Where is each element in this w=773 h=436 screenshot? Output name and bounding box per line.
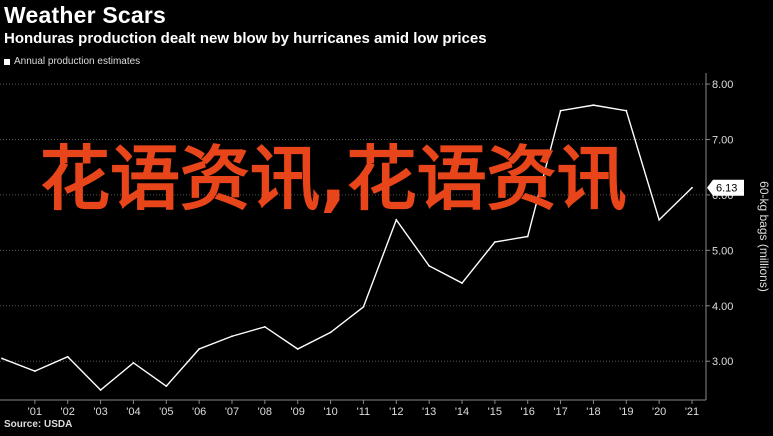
chart-subtitle: Honduras production dealt new blow by hu… xyxy=(4,30,487,47)
y-tick-label: 8.00 xyxy=(712,79,733,91)
x-tick-label: '10 xyxy=(323,406,337,418)
chart-title: Weather Scars xyxy=(4,2,166,28)
data-point xyxy=(625,109,628,112)
data-point xyxy=(691,186,693,189)
data-point xyxy=(428,264,431,267)
x-tick-label: '16 xyxy=(521,406,535,418)
y-tick-label: 7.00 xyxy=(712,135,733,147)
data-point xyxy=(231,335,233,338)
x-tick-label: '20 xyxy=(652,406,666,418)
x-tick-label: '01 xyxy=(28,406,42,418)
y-axis-title: 60-kg bags (millions) xyxy=(757,181,771,292)
data-point xyxy=(329,331,332,334)
data-point xyxy=(132,361,135,364)
x-tick-label: '05 xyxy=(159,406,173,418)
data-point xyxy=(461,282,463,284)
data-point xyxy=(198,348,201,350)
x-tick-label: '09 xyxy=(291,406,305,418)
legend-label: Annual production estimates xyxy=(14,56,141,67)
x-tick-label: '13 xyxy=(422,406,436,418)
x-tick-label: '02 xyxy=(61,406,75,418)
x-tick-label: '18 xyxy=(586,406,600,418)
data-point xyxy=(362,305,365,308)
y-tick-label: 3.00 xyxy=(712,356,733,368)
source-note: Source: USDA xyxy=(4,419,73,430)
data-point xyxy=(559,109,562,112)
y-tick-label: 4.00 xyxy=(712,301,733,313)
data-point xyxy=(526,235,529,238)
data-point xyxy=(99,389,102,391)
data-point xyxy=(493,241,496,243)
last-value-label: 6.13 xyxy=(716,183,737,195)
y-tick-label: 5.00 xyxy=(712,245,733,257)
legend-swatch xyxy=(4,58,10,65)
x-tick-label: '03 xyxy=(93,406,107,418)
data-point xyxy=(395,218,398,221)
data-point xyxy=(33,370,36,373)
x-tick-label: '04 xyxy=(126,406,140,418)
x-tick-label: '07 xyxy=(225,406,239,418)
data-point xyxy=(165,385,168,388)
x-tick-label: '19 xyxy=(619,406,633,418)
x-tick-label: '15 xyxy=(488,406,502,418)
data-point xyxy=(1,357,3,360)
legend: Annual production estimates xyxy=(4,56,140,67)
data-point xyxy=(592,104,595,107)
x-tick-label: '12 xyxy=(389,406,403,418)
x-tick-label: '17 xyxy=(553,406,567,418)
x-tick-label: '08 xyxy=(258,406,272,418)
data-point xyxy=(658,218,661,221)
last-value-callout xyxy=(707,179,744,196)
x-tick-label: '21 xyxy=(685,406,699,418)
x-tick-label: '06 xyxy=(192,406,206,418)
series-line xyxy=(1,104,693,391)
data-point xyxy=(296,348,299,350)
data-point xyxy=(263,325,266,328)
data-point xyxy=(66,355,69,358)
x-tick-label: '11 xyxy=(357,406,371,418)
watermark-overlay-text: 花语资讯,花语资讯 xyxy=(40,138,627,220)
x-tick-label: '14 xyxy=(455,406,469,418)
